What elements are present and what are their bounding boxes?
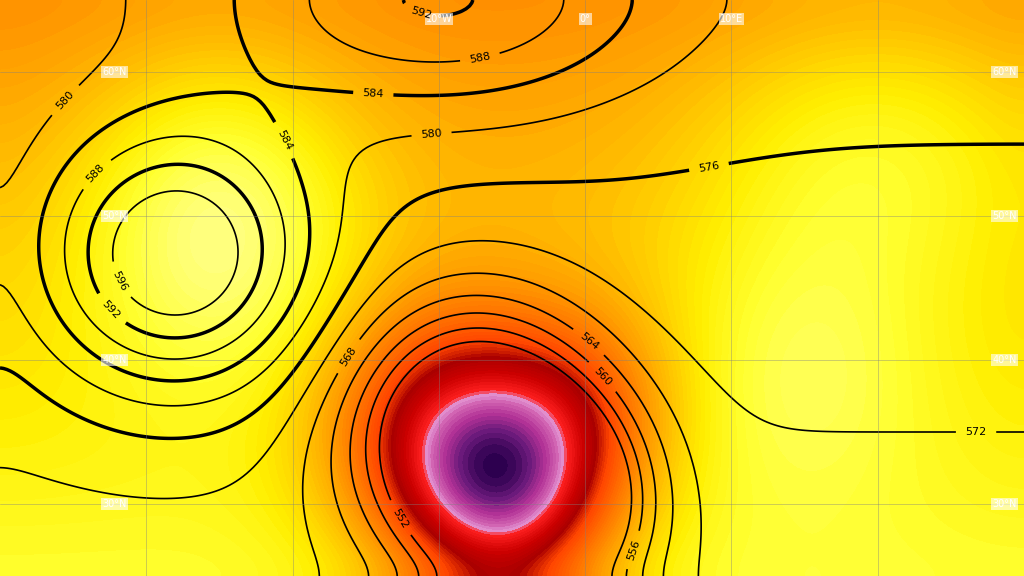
Text: 40°N: 40°N bbox=[992, 355, 1017, 365]
Text: 572: 572 bbox=[966, 427, 987, 437]
Text: 580: 580 bbox=[421, 128, 442, 140]
Text: 30°N: 30°N bbox=[992, 499, 1017, 509]
Text: 0°: 0° bbox=[580, 14, 591, 24]
Text: 10°W: 10°W bbox=[426, 14, 453, 24]
Text: 592: 592 bbox=[410, 6, 433, 21]
Text: 552: 552 bbox=[390, 506, 410, 530]
Text: 30°N: 30°N bbox=[102, 499, 127, 509]
Text: 560: 560 bbox=[592, 365, 613, 388]
Text: 556: 556 bbox=[626, 539, 641, 562]
Text: 596: 596 bbox=[110, 269, 128, 293]
Text: 10°E: 10°E bbox=[720, 14, 743, 24]
Text: 584: 584 bbox=[362, 88, 384, 100]
Text: 40°N: 40°N bbox=[102, 355, 127, 365]
Text: 588: 588 bbox=[85, 162, 106, 185]
Text: 592: 592 bbox=[99, 298, 122, 321]
Text: 60°N: 60°N bbox=[992, 67, 1017, 77]
Text: 580: 580 bbox=[54, 89, 76, 111]
Text: 564: 564 bbox=[578, 331, 600, 352]
Text: 588: 588 bbox=[469, 51, 492, 65]
Text: 50°N: 50°N bbox=[992, 211, 1017, 221]
Text: 568: 568 bbox=[338, 344, 358, 367]
Text: 60°N: 60°N bbox=[102, 67, 127, 77]
Text: 584: 584 bbox=[275, 128, 294, 151]
Text: 50°N: 50°N bbox=[102, 211, 127, 221]
Text: 576: 576 bbox=[697, 160, 720, 173]
